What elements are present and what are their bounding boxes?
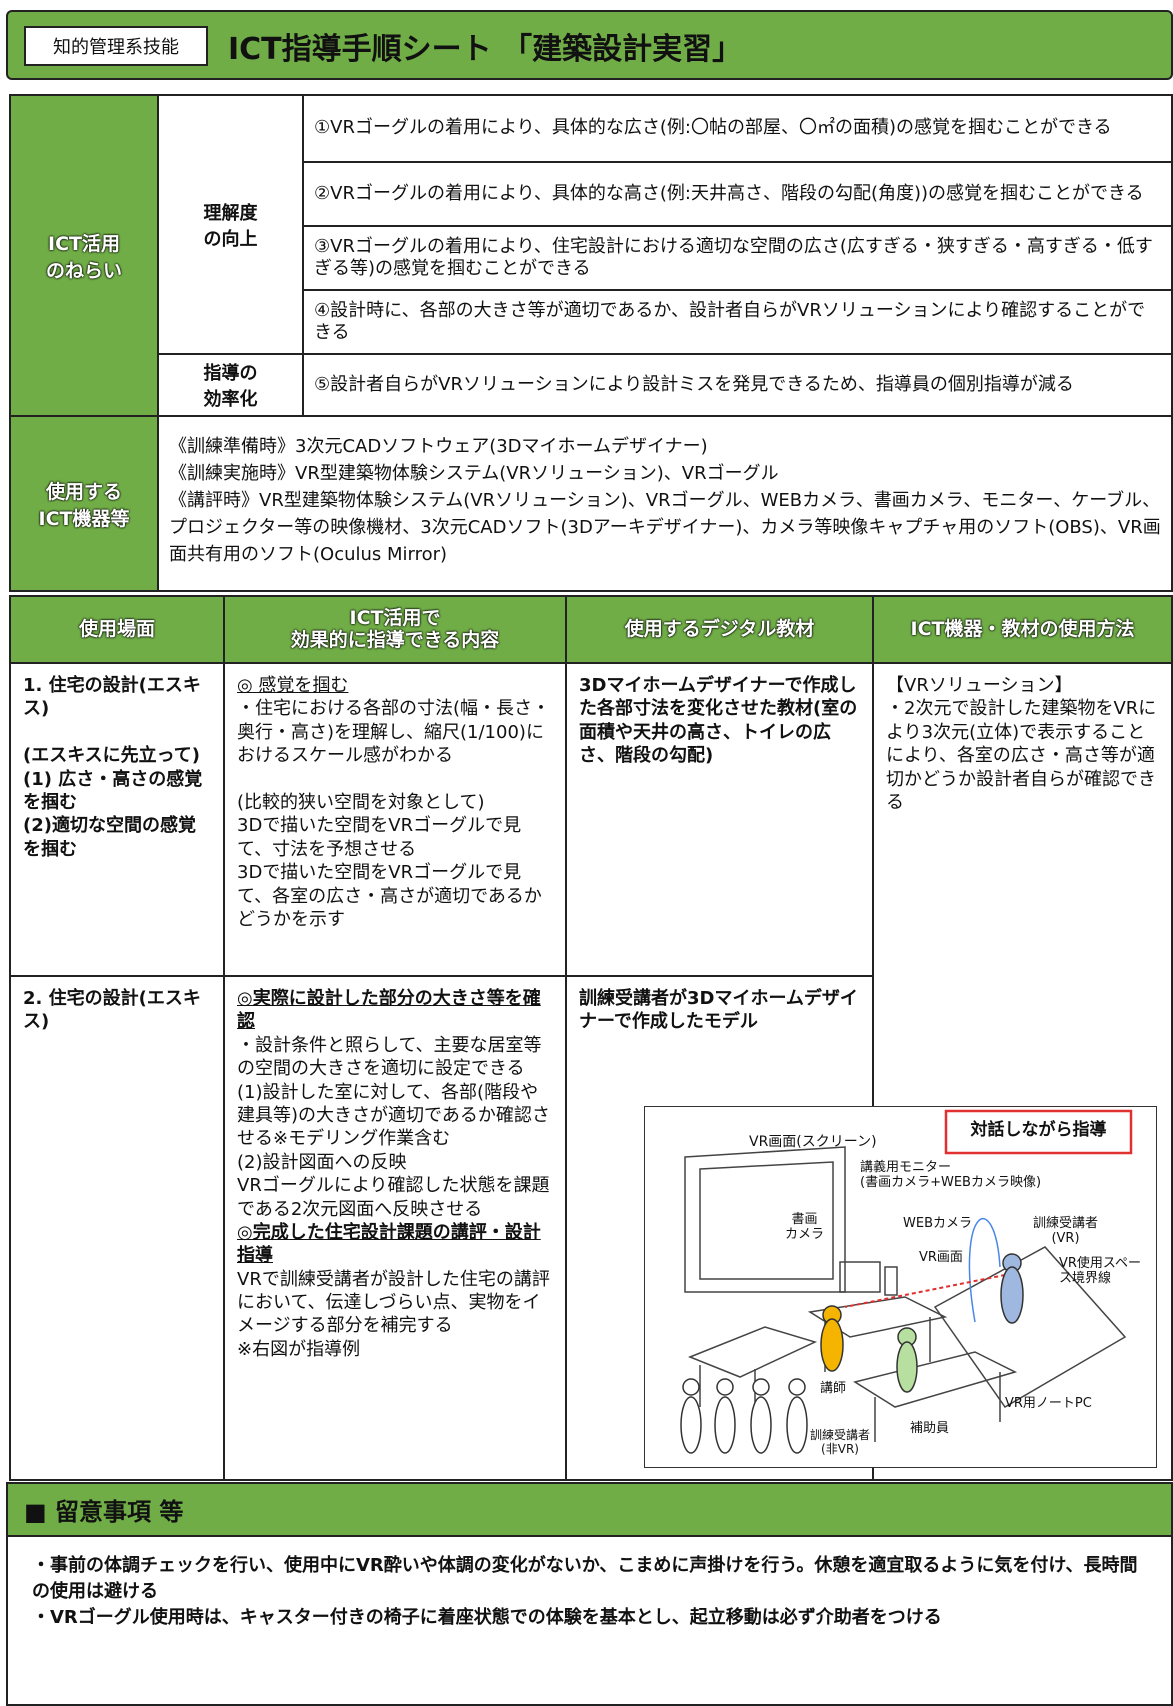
scene-cell: 1. 住宅の設計(エスキス) (エスキスに先立って) (1) 広さ・高さの感覚を… (9, 662, 225, 977)
content-heading: ◎完成した住宅設計課題の講評・設計指導 (237, 1221, 541, 1267)
figure-label: VR用ノートPC (1005, 1396, 1092, 1411)
figure-label: WEBカメラ (903, 1216, 972, 1231)
figure-label: VR画面(スクリーン) (749, 1134, 877, 1150)
figure-label: 講師 (820, 1381, 847, 1396)
device-line: 《講評時》VR型建築物体験システム(VRソリューション)、VRゴーグル、WEBカ… (169, 490, 1161, 565)
table-header: ICT機器・教材の使用方法 (872, 595, 1173, 664)
group-label: 指導の 効率化 (157, 353, 304, 417)
content-body: VRで訓練受講者が設計した住宅の講評において、伝達しづらい点、実物をイメージする… (237, 1268, 550, 1360)
figure-label: 講義用モニター (書画カメラ+WEBカメラ映像) (860, 1160, 1042, 1190)
table-header: 使用するデジタル教材 (565, 595, 874, 664)
aims-label: ICT活用 のねらい (9, 94, 159, 417)
figure-label: 訓練受講者 (VR) (1033, 1216, 1099, 1246)
figure-label: 訓練受講者 (非VR) (810, 1428, 871, 1456)
device-line: 《訓練実施時》VR型建築物体験システム(VRソリューション)、VRゴーグル (169, 463, 779, 484)
aim-item: ⑤設計者自らがVRソリューションにより設計ミスを発見できるため、指導員の個別指導… (302, 353, 1173, 417)
devices-box: 《訓練準備時》3次元CADソフトウェア(3Dマイホームデザイナー) 《訓練実施時… (157, 415, 1173, 592)
content-heading: ◎ 感覚を掴む (237, 675, 349, 696)
notes-box: ・事前の体調チェックを行い、使用中にVR酔いや体調の変化がないか、こまめに声掛け… (6, 1535, 1173, 1706)
devices-label: 使用する ICT機器等 (9, 415, 159, 592)
figure: 対話しながら指導 VR画面(スクリーン) 講義用モニター (書画カメラ+WEBカ… (644, 1106, 1157, 1468)
table-header: 使用場面 (9, 595, 225, 664)
aim-item: ③VRゴーグルの着用により、住宅設計における適切な空間の広さ(広すぎる・狭すぎる… (302, 225, 1173, 291)
callout: 対話しながら指導 (970, 1120, 1107, 1140)
table-header: ICT活用で 効果的に指導できる内容 (223, 595, 567, 664)
note-item: ・事前の体調チェックを行い、使用中にVR酔いや体調の変化がないか、こまめに声掛け… (32, 1555, 1138, 1603)
scene-cell: 2. 住宅の設計(エスキス) (9, 975, 225, 1481)
content-heading: ◎実際に設計した部分の大きさ等を確認 (237, 988, 541, 1033)
figure-drawing (680, 1109, 1133, 1454)
figure-label: 書画 カメラ (785, 1212, 825, 1242)
figure-label: 補助員 (910, 1421, 950, 1436)
figure-label: VR画面 (919, 1250, 963, 1265)
title: ICT指導手順シート 「建築設計実習」 (228, 32, 743, 67)
device-line: 《訓練準備時》3次元CADソフトウェア(3Dマイホームデザイナー) (169, 436, 708, 457)
aim-item: ④設計時に、各部の大きさ等が適切であるか、設計者自らがVRソリューションにより確… (302, 289, 1173, 355)
aim-item: ②VRゴーグルの着用により、具体的な高さ(例:天井高さ、階段の勾配(角度))の感… (302, 161, 1173, 227)
content-cell: ◎実際に設計した部分の大きさ等を確認 ・設計条件と照らして、主要な居室等の空間の… (223, 975, 567, 1481)
content-cell: ◎ 感覚を掴む ・住宅における各部の寸法(幅・長さ・奥行・高さ)を理解し、縮尺(… (223, 662, 567, 977)
group-label: 理解度 の向上 (157, 94, 304, 355)
content-body: ・住宅における各部の寸法(幅・長さ・奥行・高さ)を理解し、縮尺(1/100)にお… (237, 698, 551, 930)
notes-title: ■ 留意事項 等 (6, 1482, 1173, 1537)
badge: 知的管理系技能 (24, 26, 208, 66)
aim-item: ①VRゴーグルの着用により、具体的な広さ(例:〇帖の部屋、〇㎡の面積)の感覚を掴… (302, 94, 1173, 163)
content-body: ・設計条件と照らして、主要な居室等の空間の大きさを適切に設定できる (1)設計し… (237, 1034, 550, 1220)
note-item: ・VRゴーグル使用時は、キャスター付きの椅子に着座状態での体験を基本とし、起立移… (32, 1607, 942, 1629)
figure-label: VR使用スペース境界線 (1059, 1256, 1142, 1286)
material-cell: 3Dマイホームデザイナーで作成した各部寸法を変化させた教材(室の面積や天井の高さ… (565, 662, 874, 977)
